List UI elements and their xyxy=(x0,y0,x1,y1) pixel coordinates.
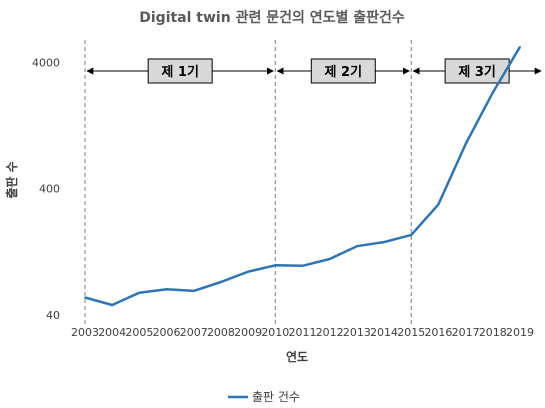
data-point xyxy=(410,234,413,236)
data-point xyxy=(111,304,113,306)
y-axis-title: 출판 수 xyxy=(4,161,19,198)
x-tick-label: 2015 xyxy=(397,326,425,339)
y-tick-label: 400 xyxy=(39,183,60,196)
data-point xyxy=(492,91,494,94)
x-tick-label: 2017 xyxy=(452,326,480,339)
x-tick-label: 2007 xyxy=(180,326,208,339)
data-point xyxy=(464,143,467,145)
x-tick-label: 2019 xyxy=(506,326,534,339)
legend: 출판 건수 xyxy=(228,390,300,404)
legend-label: 출판 건수 xyxy=(252,390,300,404)
data-point xyxy=(247,270,249,273)
period-label: 제 1기 xyxy=(161,65,199,80)
x-tick-label: 2006 xyxy=(153,326,181,339)
period-label: 제 2기 xyxy=(325,65,363,80)
data-point xyxy=(356,245,358,248)
y-tick-label: 40 xyxy=(46,309,60,322)
x-tick-label: 2003 xyxy=(71,326,99,339)
data-point xyxy=(274,264,277,267)
x-tick-label: 2009 xyxy=(234,326,262,339)
x-tick-label: 2012 xyxy=(316,326,344,339)
period-dividers xyxy=(84,40,412,326)
data-point xyxy=(165,288,168,291)
data-point xyxy=(519,46,521,48)
x-tick-label: 2013 xyxy=(343,326,371,339)
data-point xyxy=(220,281,222,283)
x-tick-label: 2010 xyxy=(261,326,289,339)
period-label-box xyxy=(147,58,213,84)
x-tick-label: 2008 xyxy=(207,326,235,339)
period-label: 제 3기 xyxy=(458,65,496,80)
data-point xyxy=(84,296,86,299)
x-tick-label: 2011 xyxy=(289,326,317,339)
x-axis-ticks: 2003 2004 2005 2006 2007 2008 2009 2010 2011 2012… xyxy=(71,326,534,339)
data-point xyxy=(328,258,331,260)
data-point xyxy=(138,291,141,294)
chart-title: Digital twin 관련 문건의 연도별 출판건수 xyxy=(139,9,405,26)
x-axis-title: 연도 xyxy=(286,349,308,364)
period-label-box xyxy=(310,58,376,84)
x-tick-label: 2018 xyxy=(479,326,507,339)
data-point xyxy=(383,241,385,243)
period-label-box xyxy=(444,58,510,84)
data-point xyxy=(437,203,440,206)
period-annotations: 제 1기 제 2기 제 3기 xyxy=(86,58,542,84)
x-tick-label: 2004 xyxy=(98,326,126,339)
data-point xyxy=(301,265,304,267)
y-tick-label: 4000 xyxy=(32,56,60,69)
x-tick-label: 2016 xyxy=(424,326,452,339)
x-tick-label: 2014 xyxy=(370,326,398,339)
series-group xyxy=(84,46,522,307)
y-axis-ticks: 40 400 4000 xyxy=(32,56,60,322)
x-tick-label: 2005 xyxy=(125,326,153,339)
data-point xyxy=(192,290,195,292)
